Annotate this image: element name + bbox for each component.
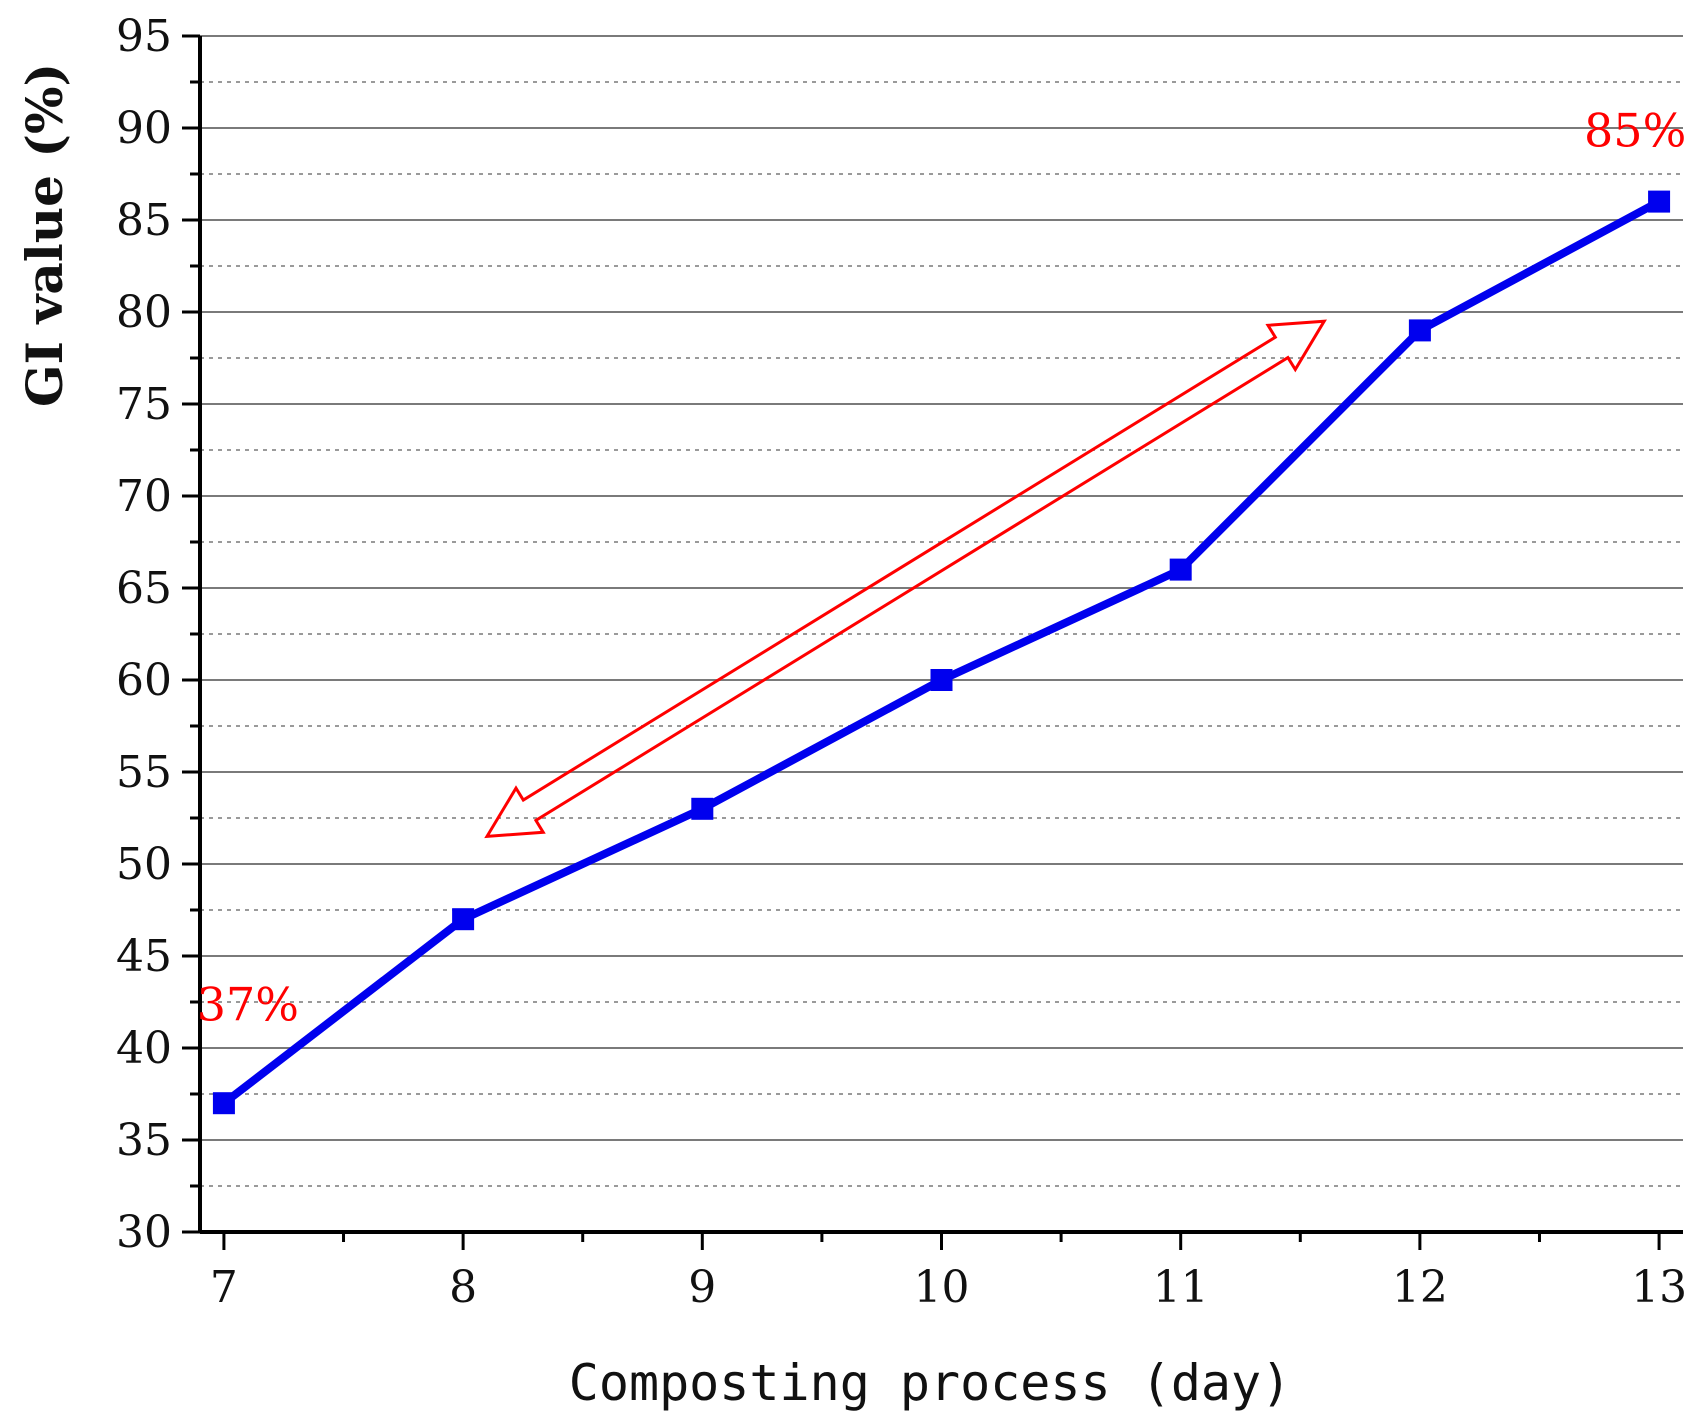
annotation-label: 37%	[197, 977, 299, 1031]
y-tick-label: 85	[116, 195, 172, 246]
x-tick-label: 12	[1392, 1262, 1448, 1313]
data-point-marker	[1169, 558, 1192, 581]
x-tick-label: 9	[688, 1262, 716, 1313]
data-point-marker	[691, 797, 714, 820]
data-point-marker	[1408, 319, 1431, 342]
y-tick-label: 70	[116, 471, 172, 522]
annotation-label: 85%	[1584, 103, 1686, 157]
y-tick-label: 65	[116, 563, 172, 614]
series-line	[221, 198, 1661, 1107]
x-tick-label: 7	[210, 1262, 238, 1313]
data-point-marker	[452, 908, 475, 931]
y-tick-label: 90	[116, 103, 172, 154]
data-point-marker	[212, 1092, 235, 1115]
x-tick-label: 13	[1631, 1262, 1687, 1313]
data-point-marker	[930, 669, 953, 691]
data-point-marker	[1648, 190, 1671, 213]
trend-arrow	[484, 319, 1327, 839]
tick-labels: 30 35 40 45 50 55 60 65 70 75 80 85 90 95 7 8 9 10 11 12 13	[116, 11, 1687, 1313]
x-tick-label: 11	[1153, 1262, 1209, 1313]
y-tick-label: 35	[116, 1115, 172, 1166]
y-tick-label: 95	[116, 11, 172, 62]
y-tick-label: 75	[116, 379, 172, 430]
data-series	[212, 190, 1671, 1115]
y-tick-label: 60	[116, 655, 172, 706]
y-tick-label: 40	[116, 1023, 172, 1074]
y-tick-label: 30	[116, 1207, 172, 1258]
grid-lines	[200, 35, 1683, 1187]
y-tick-label: 55	[116, 747, 172, 798]
tick-marks	[182, 34, 1661, 1250]
y-tick-label: 45	[116, 931, 172, 982]
y-tick-label: 50	[116, 839, 172, 890]
annotations: 37% 85%	[197, 103, 1687, 1031]
x-tick-label: 10	[914, 1262, 970, 1313]
x-axis-title: Composting process (day)	[569, 1354, 1291, 1412]
y-axis-title: GI value (%)	[15, 63, 74, 407]
x-tick-label: 8	[449, 1262, 477, 1313]
y-tick-label: 80	[116, 287, 172, 338]
